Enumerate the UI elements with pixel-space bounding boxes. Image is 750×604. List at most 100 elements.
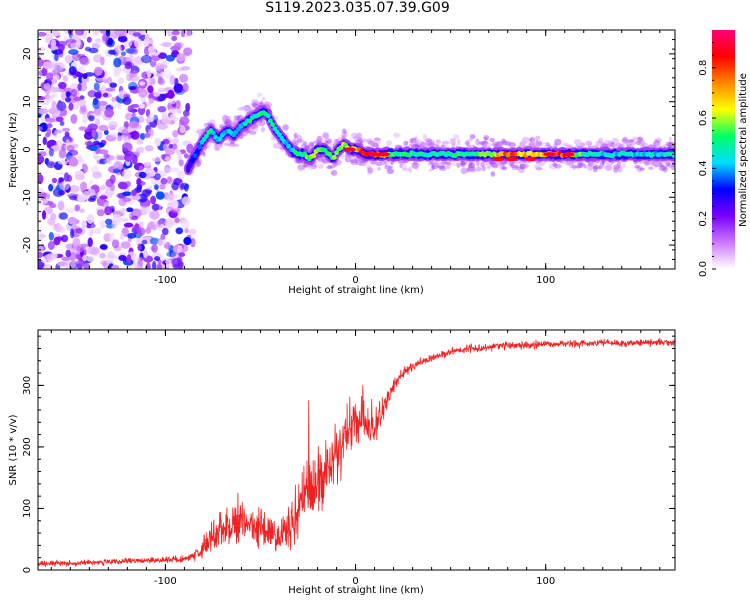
noise-blob [87,246,96,255]
ridge-halo-point [388,165,393,170]
noise-blob [160,71,165,77]
noise-blob [79,208,85,213]
noise-blob [82,190,89,201]
ridge-halo-point [435,139,441,145]
noise-blob [114,44,122,54]
ridge-halo-point [460,167,468,175]
noise-blob [180,182,190,190]
noise-blob [128,53,134,63]
ridge-halo-point [585,140,593,146]
noise-blob [46,123,53,129]
ridge-core-point [197,144,203,150]
noise-blob [153,173,161,181]
ridge-halo-point [578,162,585,166]
noise-blob [76,53,86,58]
snr-x-axis-label: Height of straight line (km) [288,585,424,596]
ridge-halo-point [223,142,231,147]
ridge-halo-point [238,136,243,140]
noise-blob [177,245,183,254]
noise-blob [86,256,95,262]
noise-blob [98,100,108,107]
noise-blob [148,112,155,123]
ridge-halo-point [252,102,257,107]
noise-blob [170,207,181,213]
ridge-halo-point [413,160,418,166]
ridge-halo-point [469,134,476,140]
noise-blob [71,261,76,269]
noise-blob [65,243,76,250]
ridge-halo-point [546,142,550,148]
ridge-halo-point [575,164,582,169]
noise-blob [147,39,155,44]
noise-blob [160,177,168,185]
noise-blob [117,103,122,110]
noise-blob [68,66,77,76]
noise-blob [156,72,161,78]
noise-blob [176,53,186,62]
noise-blob [111,220,118,230]
noise-blob [154,184,159,191]
noise-blob [161,116,172,125]
colorbar-tick-label: 0.4 [698,160,709,176]
spectrogram-y-tick-label: 0 [22,146,33,152]
noise-blob [136,178,142,185]
noise-blob [178,159,184,167]
noise-blob [157,88,165,93]
ridge-halo-point [261,97,266,101]
noise-blob [154,137,161,147]
noise-blob [38,155,45,164]
ridge-halo-point [593,165,598,173]
ridge-halo-point [475,138,480,146]
ridge-core-point [268,118,273,124]
noise-blob [47,95,54,102]
ridge-halo-point [650,161,655,166]
colorbar-tick-label: 0.6 [698,110,709,126]
spectrogram-ridge-layer [183,92,675,177]
noise-blob [126,72,133,82]
ridge-halo-point [583,164,587,169]
noise-blob [138,146,144,154]
ridge-halo-point [586,164,594,171]
ridge-halo-point [233,143,240,147]
noise-blob [146,161,152,167]
noise-blob [128,86,136,91]
noise-blob [74,260,84,269]
noise-blob [178,252,186,257]
noise-blob [65,91,71,98]
snr-plot-area [38,330,675,570]
snr-frame [37,329,676,571]
ridge-core-point [265,113,271,119]
noise-blob [68,49,79,55]
noise-blob [38,125,43,131]
noise-blob [171,35,178,42]
ridge-peak [378,152,391,157]
ridge-halo-point [489,137,495,143]
noise-blob [109,82,117,88]
noise-blob [97,198,105,207]
noise-blob [65,207,76,214]
noise-blob [55,140,63,150]
ridge-halo-point [476,166,482,172]
ridge-halo-point [456,162,461,168]
ridge-halo-point [297,166,303,172]
noise-blob [66,174,72,182]
noise-blob [141,239,148,245]
spectrogram-x-tick-label: 0 [352,275,358,286]
colorbar-ticks: 0.0 0.2 0.4 0.6 0.8 [698,42,716,277]
noise-blob [64,260,72,269]
ridge-halo-point [574,139,582,145]
ridge-halo-point [600,164,606,170]
noise-blob [134,38,142,48]
noise-blob [185,102,191,112]
ridge-halo-point [644,161,650,167]
noise-blob [56,101,67,112]
ridge-halo-point [384,160,388,168]
noise-blob [75,244,85,253]
noise-blob [88,228,94,237]
noise-blob [126,207,134,213]
ridge-halo-point [449,140,457,145]
noise-blob [79,56,90,66]
noise-blob [164,218,174,228]
ridge-core-point [277,132,282,138]
ridge-halo-point [452,159,457,167]
